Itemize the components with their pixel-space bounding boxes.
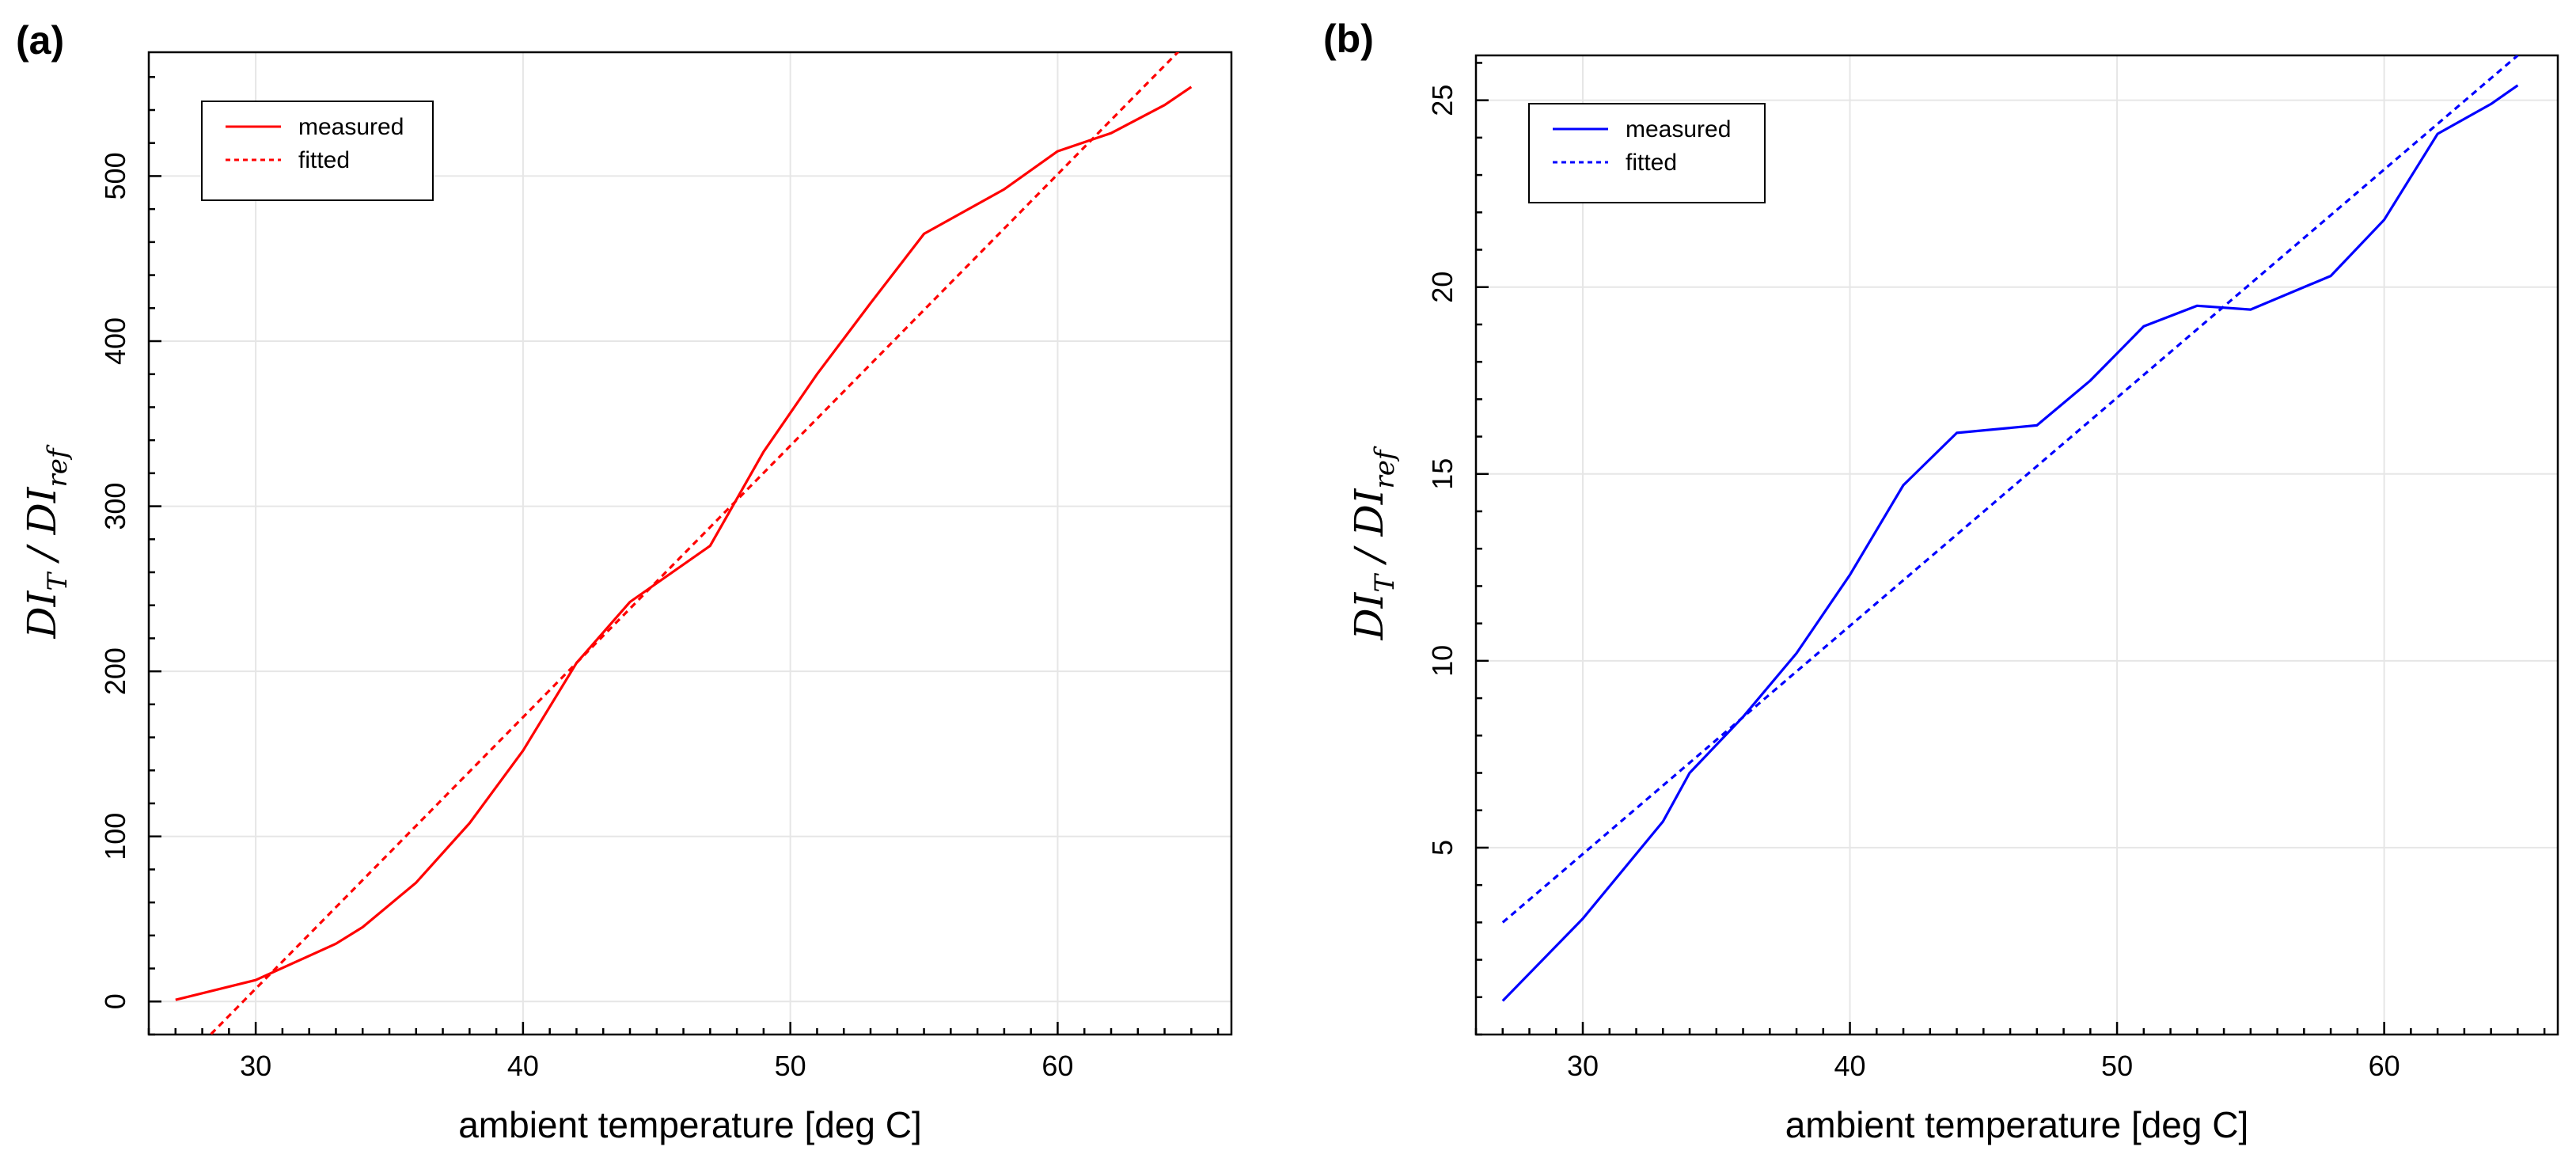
y-tick-label: 200: [99, 647, 131, 695]
legend: measured fitted: [1528, 103, 1766, 203]
legend-box: [201, 101, 434, 201]
x-tick-label: 30: [240, 1050, 271, 1082]
y-tick-label: 25: [1426, 85, 1459, 116]
y-axis-title-part: DI: [19, 590, 65, 639]
y-tick-label: 500: [99, 152, 131, 199]
panel-label: (a): [16, 18, 64, 63]
plot-frame: [1474, 54, 2559, 1036]
y-axis-title-part: /: [19, 534, 65, 573]
y-axis-title-part: /: [1346, 536, 1392, 575]
y-axis-title: DIT / DIref: [1346, 446, 1401, 640]
plot-frame: [147, 51, 1233, 1036]
series-line-measured: [175, 85, 1193, 1001]
legend-label: measured: [298, 114, 404, 140]
y-axis-title-subscript: ref: [1369, 446, 1401, 488]
y-tick-label: 0: [99, 993, 131, 1009]
y-tick-label: 15: [1426, 458, 1459, 490]
y-axis-title-part: DI: [1346, 488, 1392, 537]
legend-label: fitted: [1626, 150, 1677, 176]
legend: measured fitted: [201, 101, 434, 201]
y-axis-title-subscript: T: [42, 571, 74, 591]
legend-box: [1528, 103, 1766, 203]
y-tick-label: 400: [99, 317, 131, 365]
x-tick-label: 60: [2369, 1050, 2400, 1082]
x-tick-label: 60: [1041, 1050, 1073, 1082]
y-axis-title-part: DI: [19, 486, 65, 535]
x-axis-title: ambient temperature [deg C]: [1785, 1104, 2249, 1145]
y-tick-label: 10: [1426, 645, 1459, 677]
x-tick-label: 50: [775, 1050, 806, 1082]
y-tick-label: 300: [99, 483, 131, 530]
plot-area: [175, 52, 1193, 1035]
y-axis-title: DIT / DIref: [19, 444, 74, 639]
x-tick-label: 40: [507, 1050, 539, 1082]
x-tick-label: 30: [1567, 1050, 1599, 1082]
series-line-fitted: [1501, 55, 2519, 924]
y-axis-title-subscript: T: [1369, 573, 1401, 593]
y-axis-title-subscript: ref: [42, 444, 74, 487]
x-tick-label: 40: [1834, 1050, 1866, 1082]
series-line-measured: [1501, 84, 2519, 1002]
panel-label: (b): [1323, 17, 1374, 61]
y-tick-label: 20: [1426, 271, 1459, 303]
y-axis-title-part: DI: [1346, 591, 1392, 640]
x-tick-label: 50: [2101, 1050, 2133, 1082]
chart-panel-b: 30 40 50 60 5 10 15 20 25 ambient temperature [de…: [1323, 17, 2559, 1145]
plot-area: [1501, 55, 2519, 1002]
chart-panel-a: 30 40 50 60 0 100 200 300 400 500 ambient temperat…: [16, 18, 1233, 1145]
y-tick-label: 100: [99, 813, 131, 860]
x-axis-title: ambient temperature [deg C]: [458, 1104, 922, 1145]
series-line-fitted: [208, 52, 1180, 1035]
legend-label: measured: [1626, 116, 1731, 142]
y-tick-label: 5: [1426, 840, 1459, 856]
legend-label: fitted: [298, 147, 350, 173]
